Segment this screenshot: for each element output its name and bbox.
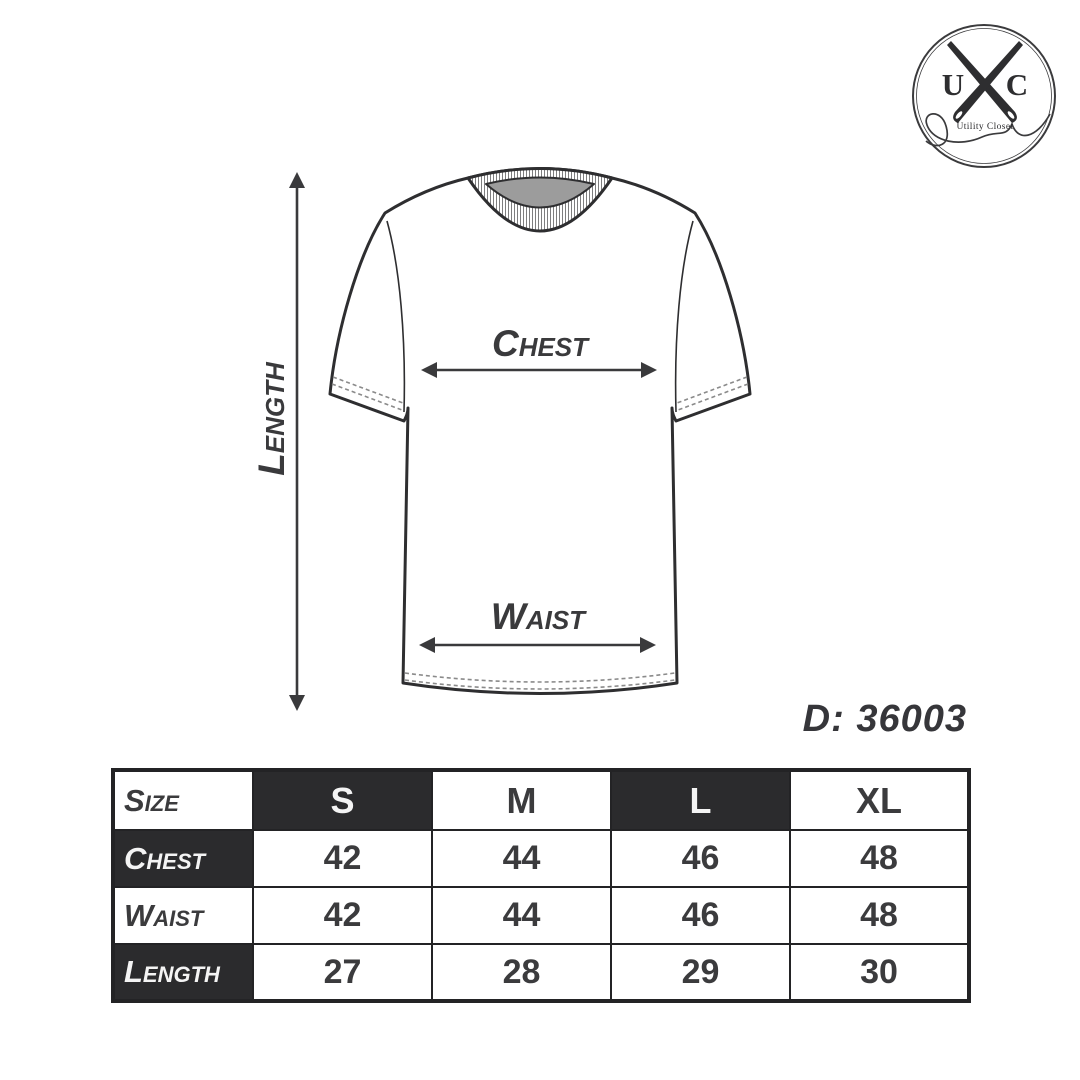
length-value-m: 28 <box>431 943 612 1002</box>
table-header-row: Size S M L XL <box>112 769 970 831</box>
length-value-xl: 30 <box>789 943 970 1002</box>
length-label: Length <box>251 361 292 476</box>
header-size-cell: Size <box>112 769 254 831</box>
chest-value-xl: 48 <box>789 829 970 888</box>
length-arrow <box>289 172 305 711</box>
measurement-annotations <box>289 172 657 711</box>
tshirt-body-outline <box>328 167 752 695</box>
needle-right-eye <box>955 111 963 119</box>
chest-value-s: 42 <box>252 829 433 888</box>
collar-rib-band <box>468 168 612 231</box>
right-armhole-seam <box>674 220 694 413</box>
chest-label: Chest <box>492 323 590 364</box>
brand-logo: U C Utility Closet <box>912 24 1056 168</box>
right-sleeve-stitching <box>676 376 749 411</box>
header-col-s: S <box>252 769 433 831</box>
logo-initial-right: C <box>1006 67 1028 102</box>
row-label-chest: Chest <box>112 829 254 888</box>
table-row-length: Length 27 28 29 30 <box>112 943 970 1002</box>
table-row-waist: Waist 42 44 46 48 <box>112 886 970 945</box>
collar-outer-edge <box>466 167 614 233</box>
needle-left-icon <box>947 41 1017 123</box>
row-label-waist: Waist <box>112 886 254 945</box>
waist-arrow <box>419 637 656 653</box>
bottom-hem-stitching <box>404 672 676 690</box>
size-chart-table: Size S M L XL Chest 42 44 46 48 Waist 42… <box>111 768 971 1003</box>
waist-value-s: 42 <box>252 886 433 945</box>
needle-right-icon <box>953 41 1023 123</box>
logo-outer-ring <box>912 24 1056 168</box>
header-col-l: L <box>610 769 791 831</box>
row-label-length: Length <box>112 943 254 1002</box>
design-code: D: 36003 <box>802 698 967 740</box>
length-value-l: 29 <box>610 943 791 1002</box>
header-col-m: M <box>431 769 612 831</box>
left-armhole-seam <box>386 220 406 413</box>
collar-inner-edge <box>485 176 595 209</box>
chest-arrow <box>421 362 657 378</box>
table-row-chest: Chest 42 44 46 48 <box>112 829 970 888</box>
chest-value-m: 44 <box>431 829 612 888</box>
thread-curve <box>925 113 1051 147</box>
waist-label: Waist <box>491 596 587 637</box>
waist-value-l: 46 <box>610 886 791 945</box>
length-value-s: 27 <box>252 943 433 1002</box>
waist-value-m: 44 <box>431 886 612 945</box>
waist-value-xl: 48 <box>789 886 970 945</box>
logo-inner-ring <box>916 28 1052 164</box>
chest-value-l: 46 <box>610 829 791 888</box>
left-sleeve-stitching <box>331 376 404 411</box>
collar-inner-back-panel <box>486 177 594 208</box>
logo-initial-left: U <box>942 67 964 102</box>
needle-left-eye <box>1007 111 1015 119</box>
header-col-xl: XL <box>789 769 970 831</box>
tshirt-sketch <box>328 167 752 695</box>
logo-brand-name: Utility Closet <box>956 122 1013 132</box>
